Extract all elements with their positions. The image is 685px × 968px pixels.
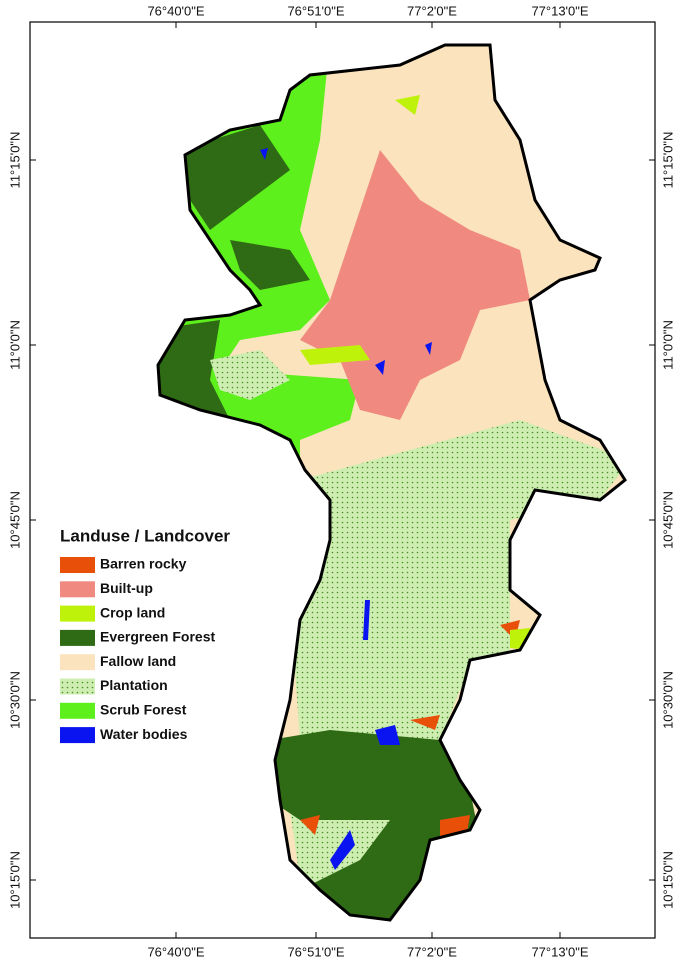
longitude-label: 77°13'0"E	[531, 944, 588, 959]
latitude-label: 10°15'0"N	[7, 851, 22, 909]
legend-swatch	[60, 727, 95, 744]
latitude-label: 10°45'0"N	[660, 491, 675, 549]
latitude-label: 10°15'0"N	[660, 851, 675, 909]
map-frame	[29, 21, 656, 939]
longitude-label: 76°51'0"E	[287, 944, 344, 959]
latitude-label: 11°15'0"N	[660, 132, 675, 189]
latitude-label: 11°0'0"N	[660, 320, 675, 370]
longitude-label: 76°40'0"E	[147, 3, 204, 18]
legend-label: Water bodies	[100, 726, 188, 742]
latitude-label: 11°0'0"N	[7, 320, 22, 370]
latitude-label: 10°30'0"N	[7, 671, 22, 729]
longitude-label: 77°13'0"E	[531, 3, 588, 18]
latitude-label: 11°15'0"N	[7, 132, 22, 189]
legend-label: Built-up	[100, 580, 153, 596]
longitude-label: 76°40'0"E	[147, 944, 204, 959]
legend-swatch	[60, 678, 95, 695]
longitude-label: 76°51'0"E	[287, 3, 344, 18]
legend-swatch	[60, 581, 95, 598]
legend-swatch	[60, 557, 95, 573]
longitude-label: 77°2'0"E	[407, 944, 457, 959]
legend-label: Barren rocky	[100, 556, 187, 572]
latitude-label: 10°45'0"N	[7, 491, 22, 549]
legend-label: Fallow land	[100, 653, 176, 669]
legend-swatch	[60, 629, 95, 646]
legend-label: Scrub Forest	[100, 702, 187, 718]
legend-label: Crop land	[100, 604, 165, 620]
legend-swatch	[60, 654, 95, 671]
evergreen-south	[270, 730, 480, 920]
legend-title: Landuse / Landcover	[60, 526, 230, 545]
latitude-label: 10°30'0"N	[660, 671, 675, 729]
landcover	[158, 45, 625, 920]
legend-label: Plantation	[100, 677, 168, 693]
legend-swatch	[60, 605, 95, 622]
builtup-area	[300, 150, 530, 620]
legend-swatch	[60, 702, 95, 719]
longitude-label: 77°2'0"E	[407, 3, 457, 18]
legend-label: Evergreen Forest	[100, 629, 215, 645]
